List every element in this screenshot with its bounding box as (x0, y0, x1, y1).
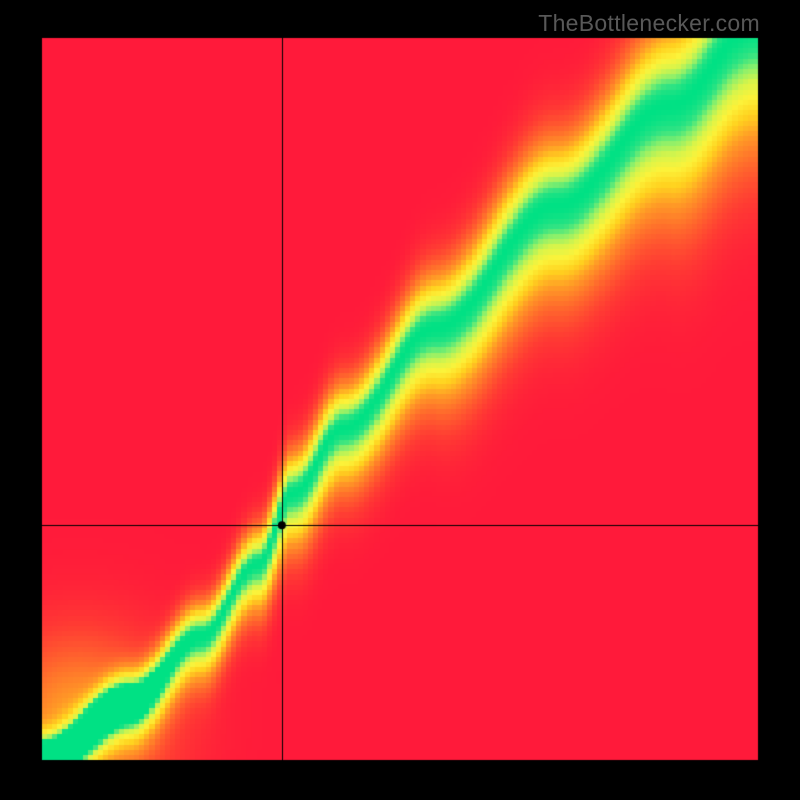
chart-root: TheBottlenecker.com (0, 0, 800, 800)
watermark-text: TheBottlenecker.com (538, 10, 760, 37)
bottleneck-heatmap (0, 0, 800, 800)
